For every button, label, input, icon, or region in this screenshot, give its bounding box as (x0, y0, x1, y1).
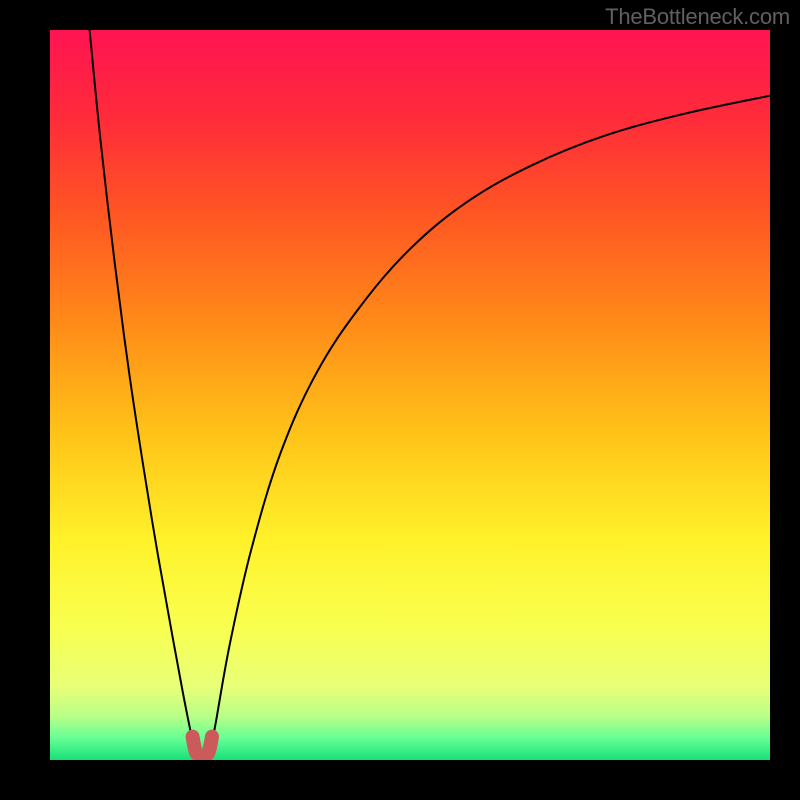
gradient-background (50, 30, 770, 760)
watermark-text: TheBottleneck.com (605, 4, 790, 30)
bottleneck-chart (50, 30, 770, 760)
